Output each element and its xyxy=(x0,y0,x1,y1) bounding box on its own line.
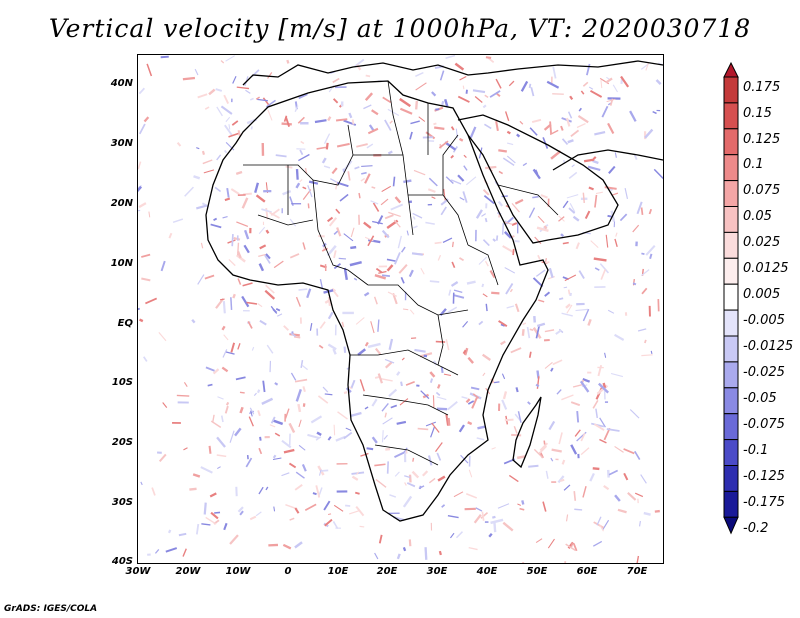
colorbar-label: 0.025 xyxy=(743,235,781,250)
colorbar-bottom-arrow xyxy=(723,516,739,535)
asia-coastline xyxy=(552,149,663,171)
colorbar-segment xyxy=(723,102,739,130)
colorbar-segment xyxy=(723,413,739,441)
colorbar-label: 0.15 xyxy=(743,106,772,121)
colorbar-segment xyxy=(723,154,739,182)
coastlines xyxy=(205,60,663,522)
colorbar-label: -0.05 xyxy=(743,391,777,406)
colorbar-segment xyxy=(723,335,739,363)
lat-label-10n: 10N xyxy=(110,258,133,269)
lat-label-30n: 30N xyxy=(110,138,133,149)
lon-label-30e: 30E xyxy=(426,566,448,577)
lon-label-10w: 10W xyxy=(225,566,251,577)
lat-label-eq: EQ xyxy=(117,318,133,329)
colorbar-label: -0.025 xyxy=(743,365,785,380)
colorbar-label: 0.175 xyxy=(743,80,781,95)
colorbar-segment xyxy=(723,283,739,311)
colorbar-label: 0.005 xyxy=(743,287,781,302)
colorbar-label: 0.125 xyxy=(743,132,781,147)
lon-label-10e: 10E xyxy=(327,566,349,577)
europe-coastline xyxy=(242,60,663,86)
colorbar-label: -0.175 xyxy=(743,495,785,510)
lon-label-20w: 20W xyxy=(175,566,201,577)
colorbar-label: 0.075 xyxy=(743,183,781,198)
lon-label-20e: 20E xyxy=(376,566,398,577)
madagascar-coastline xyxy=(512,396,542,469)
colorbar-segment xyxy=(723,76,739,104)
lon-label-70e: 70E xyxy=(626,566,648,577)
colorbar-segment xyxy=(723,465,739,492)
colorbar-segment xyxy=(723,490,739,518)
colorbar-label: 0.05 xyxy=(743,209,772,224)
lon-label-50e: 50E xyxy=(526,566,548,577)
lat-label-40n: 40N xyxy=(110,78,133,89)
colorbar-label: -0.0125 xyxy=(743,339,794,354)
colorbar-label: -0.2 xyxy=(743,521,769,536)
colorbar-label: -0.005 xyxy=(743,313,785,328)
colorbar-label: -0.075 xyxy=(743,417,785,432)
colorbar-segment xyxy=(723,387,739,415)
arabia-coastline xyxy=(457,114,619,244)
lat-label-30s: 30S xyxy=(111,497,133,508)
chart-title: Vertical velocity [m/s] at 1000hPa, VT: … xyxy=(48,14,752,43)
colorbar-segment xyxy=(723,206,739,233)
lon-label-0: 0 xyxy=(284,566,292,577)
colorbar-segment xyxy=(723,439,739,467)
map-panel xyxy=(137,54,664,564)
colorbar-top-arrow xyxy=(723,61,739,78)
colorbar-label: -0.125 xyxy=(743,469,785,484)
lat-label-40s: 40S xyxy=(111,556,133,567)
colorbar-segment xyxy=(723,180,739,208)
colorbar-segment xyxy=(723,128,739,156)
lon-label-30w: 30W xyxy=(125,566,151,577)
colorbar-segment xyxy=(723,231,739,259)
country-borders xyxy=(243,80,559,466)
map-svg xyxy=(138,55,663,563)
grads-credit: GrADS: IGES/COLA xyxy=(4,604,98,614)
lon-label-60e: 60E xyxy=(576,566,598,577)
colorbar-label: -0.1 xyxy=(743,443,769,458)
lat-label-10s: 10S xyxy=(111,377,133,388)
field-shading xyxy=(138,55,663,563)
africa-coastline xyxy=(205,80,549,522)
lat-label-20s: 20S xyxy=(111,437,133,448)
colorbar-label: 0.1 xyxy=(743,157,764,172)
colorbar-segment xyxy=(723,257,739,285)
lat-label-20n: 20N xyxy=(110,198,133,209)
colorbar-segment xyxy=(723,309,739,337)
colorbar-label: 0.0125 xyxy=(743,261,789,276)
lon-label-40e: 40E xyxy=(476,566,498,577)
colorbar-segment xyxy=(723,361,739,389)
